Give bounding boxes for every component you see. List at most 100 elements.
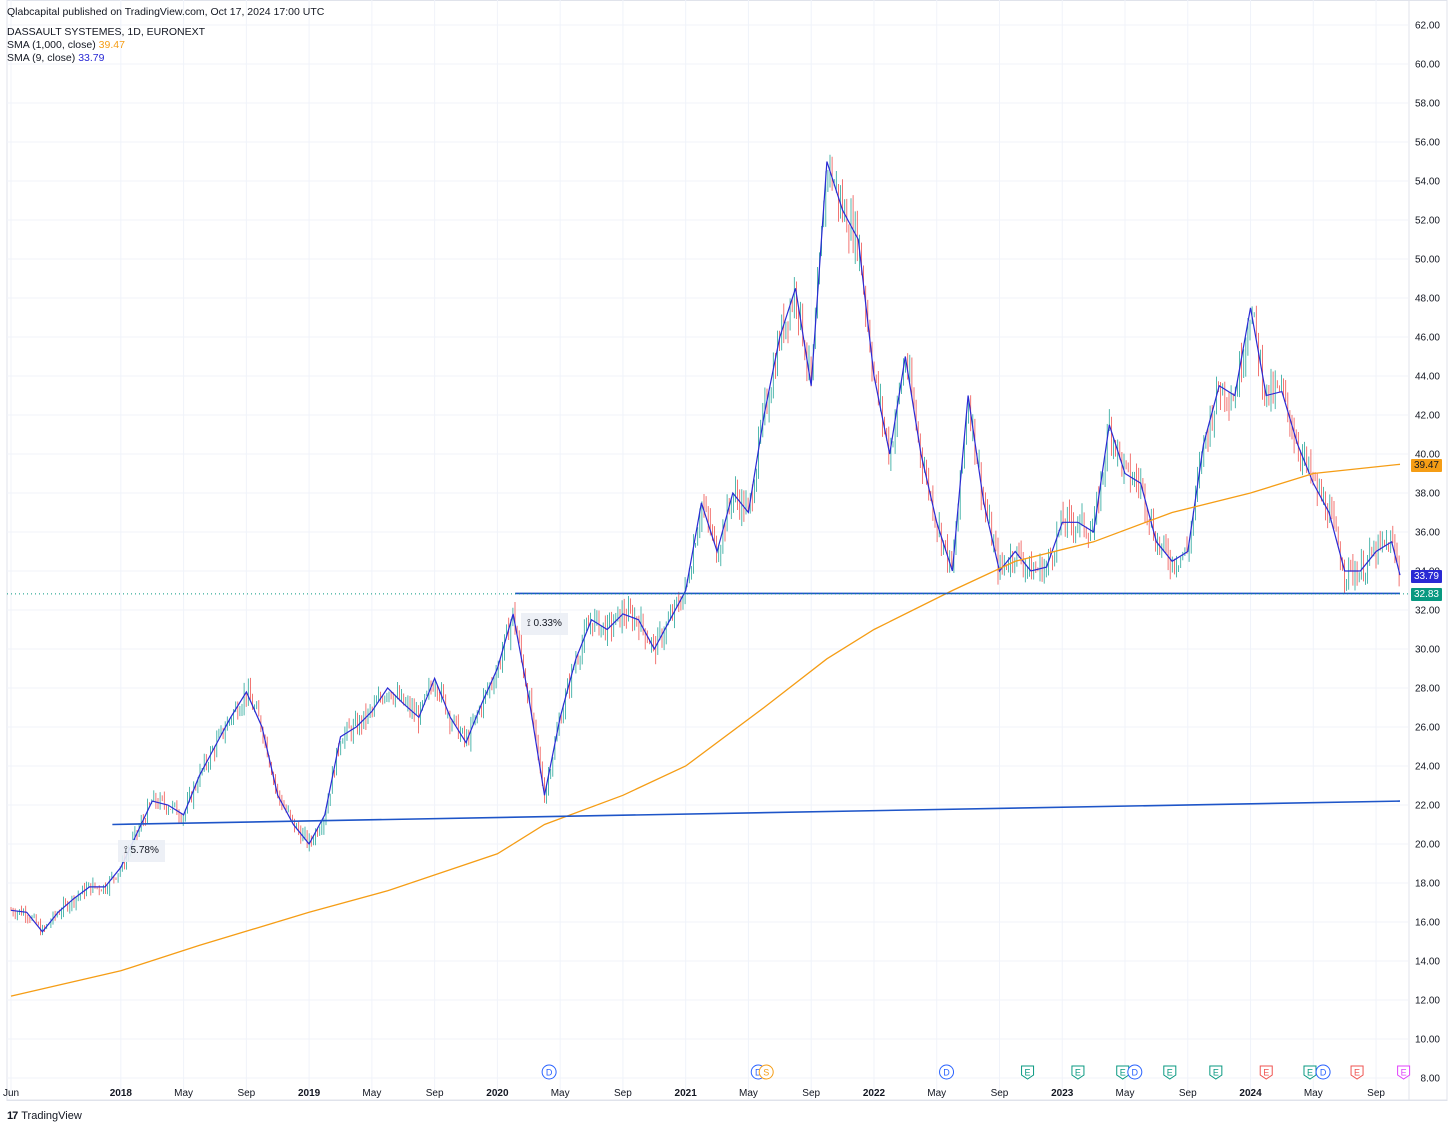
x-tick-label: 2022: [863, 1088, 886, 1099]
x-tick-label: Sep: [426, 1088, 444, 1099]
x-tick-label: May: [927, 1088, 946, 1099]
event-badge: [541, 1064, 557, 1080]
y-tick-label: 14.00: [1415, 957, 1440, 968]
sma1000-price-tag: 39.47: [1410, 459, 1442, 472]
x-tick-label: May: [1304, 1088, 1323, 1099]
symbol-line[interactable]: DASSAULT SYSTEMES, 1D, EURONEXT: [7, 26, 205, 38]
measure-label-2[interactable]: ⟟ 0.33%: [521, 613, 568, 635]
earnings-badge: [1397, 1065, 1411, 1080]
x-tick-label: May: [362, 1088, 381, 1099]
y-tick-label: 54.00: [1415, 177, 1440, 188]
earnings-icon: E: [1116, 1065, 1130, 1080]
event-letter: E: [1025, 1068, 1031, 1078]
sma1000-value: 39.47: [98, 39, 125, 51]
earnings-badge: [1116, 1065, 1130, 1080]
y-tick-label: 48.00: [1415, 294, 1440, 305]
earnings-icon: E: [1303, 1065, 1317, 1080]
y-tick-label: 20.00: [1415, 840, 1440, 851]
y-tick-label: 8.00: [1421, 1074, 1441, 1085]
plot-border: [6, 0, 1448, 1101]
x-tick-label: 2018: [110, 1088, 133, 1099]
y-tick-label: 18.00: [1415, 879, 1440, 890]
dividend-icon: D: [1127, 1064, 1143, 1080]
last-price-tag: 32.83: [1410, 588, 1442, 601]
event-letter: E: [1167, 1068, 1173, 1078]
x-tick-label: May: [551, 1088, 570, 1099]
event-letter: E: [1120, 1068, 1126, 1078]
price-axis: 62.00 60.00 58.00 56.00 54.00 52.00 50.00 48.00…: [1415, 21, 1440, 1085]
x-tick-label: 2023: [1051, 1088, 1074, 1099]
earnings-icon: E: [1350, 1065, 1364, 1080]
trendlines: [7, 592, 1408, 826]
event-badge: [758, 1064, 774, 1080]
dividend-icon: D: [1315, 1064, 1331, 1080]
earnings-badge: [1259, 1065, 1273, 1080]
event-letter: E: [1307, 1068, 1313, 1078]
event-letter: E: [1354, 1068, 1360, 1078]
sma9-label: SMA (9, close): [7, 52, 76, 64]
event-letter: D: [755, 1068, 762, 1078]
earnings-badge: [1350, 1065, 1364, 1080]
event-letter: D: [1320, 1068, 1327, 1078]
earnings-icon: E: [1209, 1065, 1223, 1080]
event-letter: D: [1132, 1068, 1139, 1078]
sma9-legend[interactable]: SMA (9, close) 33.79: [7, 52, 104, 64]
y-tick-label: 60.00: [1415, 60, 1440, 71]
event-badge: [1315, 1064, 1331, 1080]
candles: [10, 154, 1400, 936]
x-tick-label: 2024: [1239, 1088, 1262, 1099]
tradingview-logo-icon: 17: [7, 1110, 18, 1122]
sma1000-legend[interactable]: SMA (1,000, close) 39.47: [7, 39, 125, 51]
y-tick-label: 42.00: [1415, 411, 1440, 422]
series-lines: [10, 161, 1401, 997]
x-tick-label: Jun: [3, 1088, 19, 1099]
x-tick-label: 2019: [298, 1088, 321, 1099]
event-badge: [1127, 1064, 1143, 1080]
event-letter: E: [1263, 1068, 1269, 1078]
x-tick-label: Sep: [991, 1088, 1009, 1099]
split-icon: S: [758, 1064, 774, 1080]
earnings-badge: [1303, 1065, 1317, 1080]
y-tick-label: 24.00: [1415, 762, 1440, 773]
event-letter: E: [1213, 1068, 1219, 1078]
earnings-icon: E: [1021, 1065, 1035, 1080]
y-tick-label: 56.00: [1415, 138, 1440, 149]
dividend-icon: D: [541, 1064, 557, 1080]
measure-icon: ⟟: [527, 618, 534, 629]
earnings-icon: E: [1259, 1065, 1273, 1080]
y-tick-label: 26.00: [1415, 723, 1440, 734]
earnings-icon: E: [1397, 1065, 1411, 1080]
event-letter: E: [1075, 1068, 1081, 1078]
sma9-price-tag: 33.79: [1410, 570, 1442, 583]
sma1000-label: SMA (1,000, close): [7, 39, 96, 51]
earnings-icon: E: [1071, 1065, 1085, 1080]
chart-grid: [6, 0, 1448, 1101]
y-tick-label: 38.00: [1415, 489, 1440, 500]
y-tick-label: 62.00: [1415, 21, 1440, 32]
y-tick-label: 10.00: [1415, 1035, 1440, 1046]
y-tick-label: 52.00: [1415, 216, 1440, 227]
x-tick-label: May: [739, 1088, 758, 1099]
x-tick-label: Sep: [237, 1088, 255, 1099]
y-tick-label: 16.00: [1415, 918, 1440, 929]
earnings-badge: [1071, 1065, 1085, 1080]
earnings-badge: [1163, 1065, 1177, 1080]
x-tick-label: May: [1116, 1088, 1135, 1099]
trendline-1: [112, 800, 1401, 826]
event-letter: D: [943, 1068, 950, 1078]
measure-label-1[interactable]: ⟟ 5.78%: [118, 840, 165, 862]
sma9-value: 33.79: [78, 52, 105, 64]
event-letter: D: [546, 1068, 553, 1078]
y-tick-label: 30.00: [1415, 645, 1440, 656]
event-letter: S: [763, 1068, 769, 1078]
dividend-icon: D: [939, 1064, 955, 1080]
measure-icon: ⟟: [124, 845, 131, 856]
tradingview-logo[interactable]: 17 TradingView: [7, 1110, 82, 1122]
y-tick-label: 22.00: [1415, 801, 1440, 812]
sma1000-line: [10, 463, 1401, 997]
tradingview-brand: TradingView: [21, 1110, 82, 1122]
sma9-line: [10, 161, 1401, 933]
earnings-icon: E: [1163, 1065, 1177, 1080]
